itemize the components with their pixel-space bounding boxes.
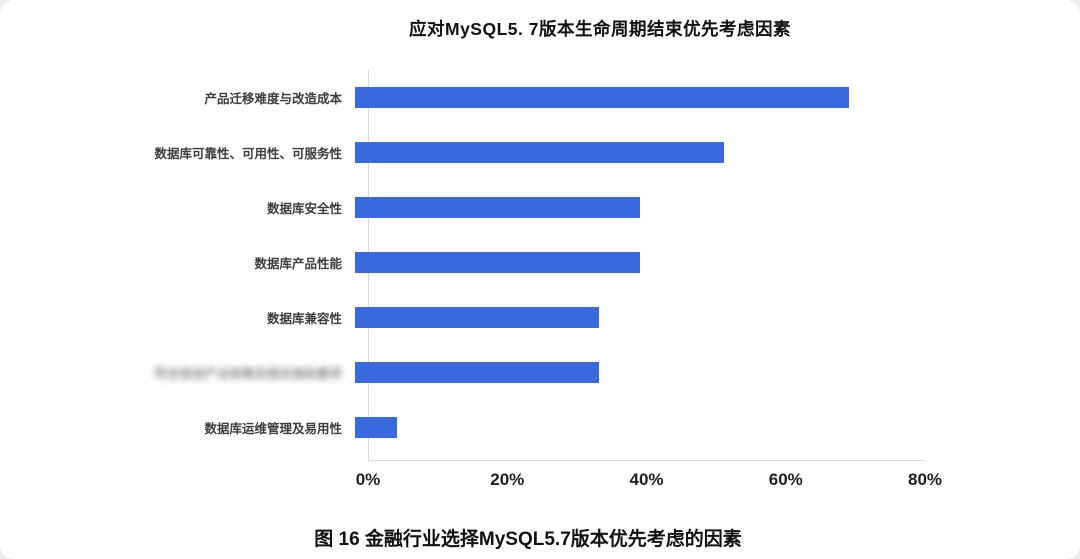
bar-track <box>355 307 912 328</box>
value-bar <box>355 307 599 328</box>
category-label: 数据库兼容性 <box>266 312 342 326</box>
plot-area: 产品迁移难度与改造成本数据库可靠性、可用性、可服务性数据库安全性数据库产品性能数… <box>0 70 1080 461</box>
value-bar <box>355 87 850 108</box>
bar-row: 产品迁移难度与改造成本 <box>0 70 925 125</box>
bar-track <box>355 362 912 383</box>
category-label: 数据库产品性能 <box>254 257 342 271</box>
bar-row: 数据库运维管理及易用性 <box>0 400 925 455</box>
bar-row: 数据库兼容性 <box>0 290 925 345</box>
bar-track <box>355 87 912 108</box>
x-tick-label: 20% <box>490 470 525 489</box>
bar-row: 数据库安全性 <box>0 180 925 235</box>
bar-row: 数据库可靠性、可用性、可服务性 <box>0 125 925 180</box>
value-bar <box>355 142 724 163</box>
x-axis-ticks: 0% 20% 40% 60% 80% <box>356 470 942 496</box>
category-label: 产品迁移难度与改造成本 <box>204 92 342 106</box>
figure-caption: 图 16 金融行业选择MySQL5.7版本优先考虑的因素 <box>314 529 742 550</box>
value-bar <box>355 252 641 273</box>
value-bar <box>355 417 397 438</box>
x-tick-label: 0% <box>355 470 381 489</box>
bar-row: 数据库产品性能 <box>0 235 925 290</box>
category-label: 数据库运维管理及易用性 <box>204 422 342 436</box>
x-tick-label: 60% <box>768 470 803 489</box>
bar-rows: 产品迁移难度与改造成本数据库可靠性、可用性、可服务性数据库安全性数据库产品性能数… <box>0 70 925 455</box>
category-label: 数据库安全性 <box>266 202 342 216</box>
category-label: 数据库可靠性、可用性、可服务性 <box>154 147 342 161</box>
x-tick-label: 40% <box>629 470 664 489</box>
chart-title: 应对MySQL5. 7版本生命周期结束优先考虑因素 <box>409 19 791 39</box>
bar-track <box>355 197 912 218</box>
x-tick-label: 80% <box>907 470 943 489</box>
category-label: 符合信创产业政策及相关指标要求 <box>154 367 342 381</box>
bar-track <box>355 417 912 438</box>
x-axis-baseline <box>368 460 925 461</box>
bar-row: 符合信创产业政策及相关指标要求 <box>0 345 925 400</box>
bar-track <box>355 252 912 273</box>
bar-track <box>355 142 912 163</box>
value-bar <box>355 197 641 218</box>
value-bar <box>355 362 599 383</box>
